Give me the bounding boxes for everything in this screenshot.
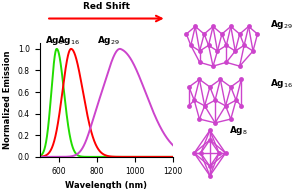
- Text: Ag$_{16}$: Ag$_{16}$: [57, 34, 80, 47]
- Text: Ag$_{29}$: Ag$_{29}$: [270, 18, 293, 31]
- X-axis label: Wavelength (nm): Wavelength (nm): [65, 181, 147, 189]
- Text: Ag$_{8}$: Ag$_{8}$: [230, 124, 248, 137]
- Text: Ag$_{16}$: Ag$_{16}$: [270, 77, 293, 90]
- Text: Ag$_{29}$: Ag$_{29}$: [97, 34, 120, 47]
- Y-axis label: Normalized Emission: Normalized Emission: [3, 51, 12, 149]
- Text: Ag$_8$: Ag$_8$: [45, 34, 64, 47]
- Text: Red Shift: Red Shift: [83, 2, 130, 11]
